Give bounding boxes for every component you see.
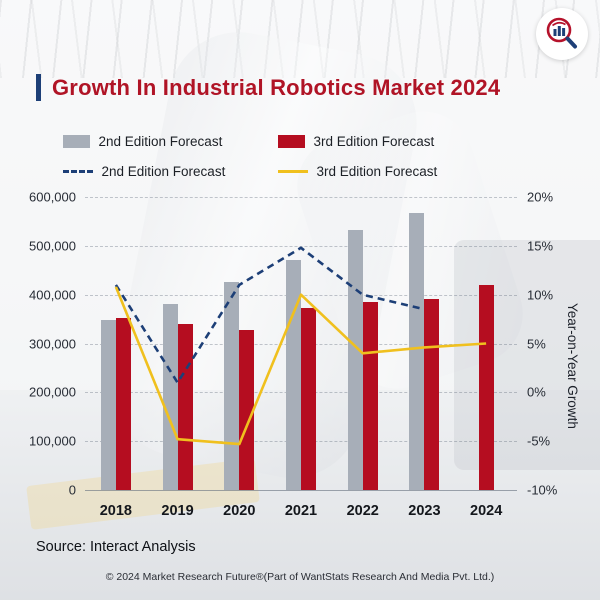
axis-tick-label: 200,000 xyxy=(29,384,76,400)
bar-2018-series1 xyxy=(100,320,116,490)
x-axis-label-2021: 2021 xyxy=(284,503,318,519)
bar-2020-series2 xyxy=(239,329,255,490)
right-axis-title: Year-on-Year Growth xyxy=(565,302,580,429)
chart-plot-area xyxy=(85,197,517,491)
yellow-line-swatch-icon xyxy=(277,170,308,173)
bar-2019-series1 xyxy=(162,304,178,490)
copyright-note: © 2024 Market Research Future®(Part of W… xyxy=(105,571,495,583)
axis-tick-label: -10% xyxy=(527,482,558,498)
magnifier-chart-icon xyxy=(546,17,577,49)
x-axis-label-2023: 2023 xyxy=(408,503,441,519)
x-axis-labels: 2018 2019 2020 2021 2022 2023 2024 xyxy=(85,503,517,523)
line-series xyxy=(114,246,487,446)
legend-item-2nd-edition-line: 2nd Edition Forecast xyxy=(62,164,278,179)
axis-tick-label: 10% xyxy=(527,287,554,303)
page-title: Growth In Industrial Robotics Market 202… xyxy=(52,74,501,100)
bar-2023-series1 xyxy=(409,212,425,490)
legend-item-3rd-edition-line: 3rd Edition Forecast xyxy=(277,164,478,179)
source-note: Source: Interact Analysis xyxy=(36,539,196,555)
x-axis-baseline xyxy=(85,490,517,491)
axis-tick-label: 15% xyxy=(527,238,554,254)
axis-tick-label: 600,000 xyxy=(29,189,76,205)
x-axis-label-2024: 2024 xyxy=(470,503,503,519)
trend-line-2 xyxy=(114,286,487,446)
bar-2022-series2 xyxy=(362,302,378,490)
market-research-future-logo-icon xyxy=(536,8,588,60)
bar-2021-series1 xyxy=(286,260,301,490)
x-axis-label-2018: 2018 xyxy=(99,503,132,519)
legend-item-3rd-edition-bar: 3rd Edition Forecast xyxy=(277,134,478,149)
axis-tick-label: 20% xyxy=(527,189,554,205)
background-cables xyxy=(0,0,600,78)
header: Growth In Industrial Robotics Market 202… xyxy=(36,74,500,101)
gridline xyxy=(85,245,517,247)
navy-dashed-line-swatch-icon xyxy=(62,170,93,173)
right-axis-ticks: 20% 15% 10% 5% 0% -5% -10% xyxy=(527,190,573,498)
bar-2020-series1 xyxy=(224,282,240,490)
gray-bar-swatch-icon xyxy=(62,135,90,148)
legend: 2nd Edition Forecast 3rd Edition Forecas… xyxy=(0,134,540,179)
bar-2021-series2 xyxy=(301,308,316,490)
red-bar-swatch-icon xyxy=(277,135,305,148)
left-axis-ticks: 600,000 500,000 400,000 300,000 200,000 100,0… xyxy=(0,190,76,498)
axis-tick-label: 0 xyxy=(68,482,76,498)
axis-tick-label: 0% xyxy=(527,384,546,400)
legend-label: 2nd Edition Forecast xyxy=(101,164,226,179)
title-accent-bar xyxy=(36,74,41,101)
x-axis-label-2020: 2020 xyxy=(223,503,256,519)
bar-2024-series2 xyxy=(478,284,494,490)
x-axis-label-2022: 2022 xyxy=(346,503,379,519)
axis-tick-label: 100,000 xyxy=(29,433,76,449)
axis-tick-label: -5% xyxy=(527,433,551,449)
bar-2018-series2 xyxy=(115,318,131,490)
legend-label: 2nd Edition Forecast xyxy=(98,134,223,149)
axis-tick-label: 300,000 xyxy=(29,336,76,351)
legend-item-2nd-edition-bar: 2nd Edition Forecast xyxy=(62,134,278,149)
trend-line-1 xyxy=(114,246,425,384)
x-axis-label-2019: 2019 xyxy=(161,503,194,519)
gridline xyxy=(85,197,517,198)
axis-tick-label: 500,000 xyxy=(29,238,76,254)
bar-2022-series1 xyxy=(347,229,363,490)
axis-tick-label: 5% xyxy=(527,336,546,351)
axis-tick-label: 400,000 xyxy=(29,287,76,303)
legend-label: 3rd Edition Forecast xyxy=(316,164,438,179)
legend-label: 3rd Edition Forecast xyxy=(313,134,435,149)
